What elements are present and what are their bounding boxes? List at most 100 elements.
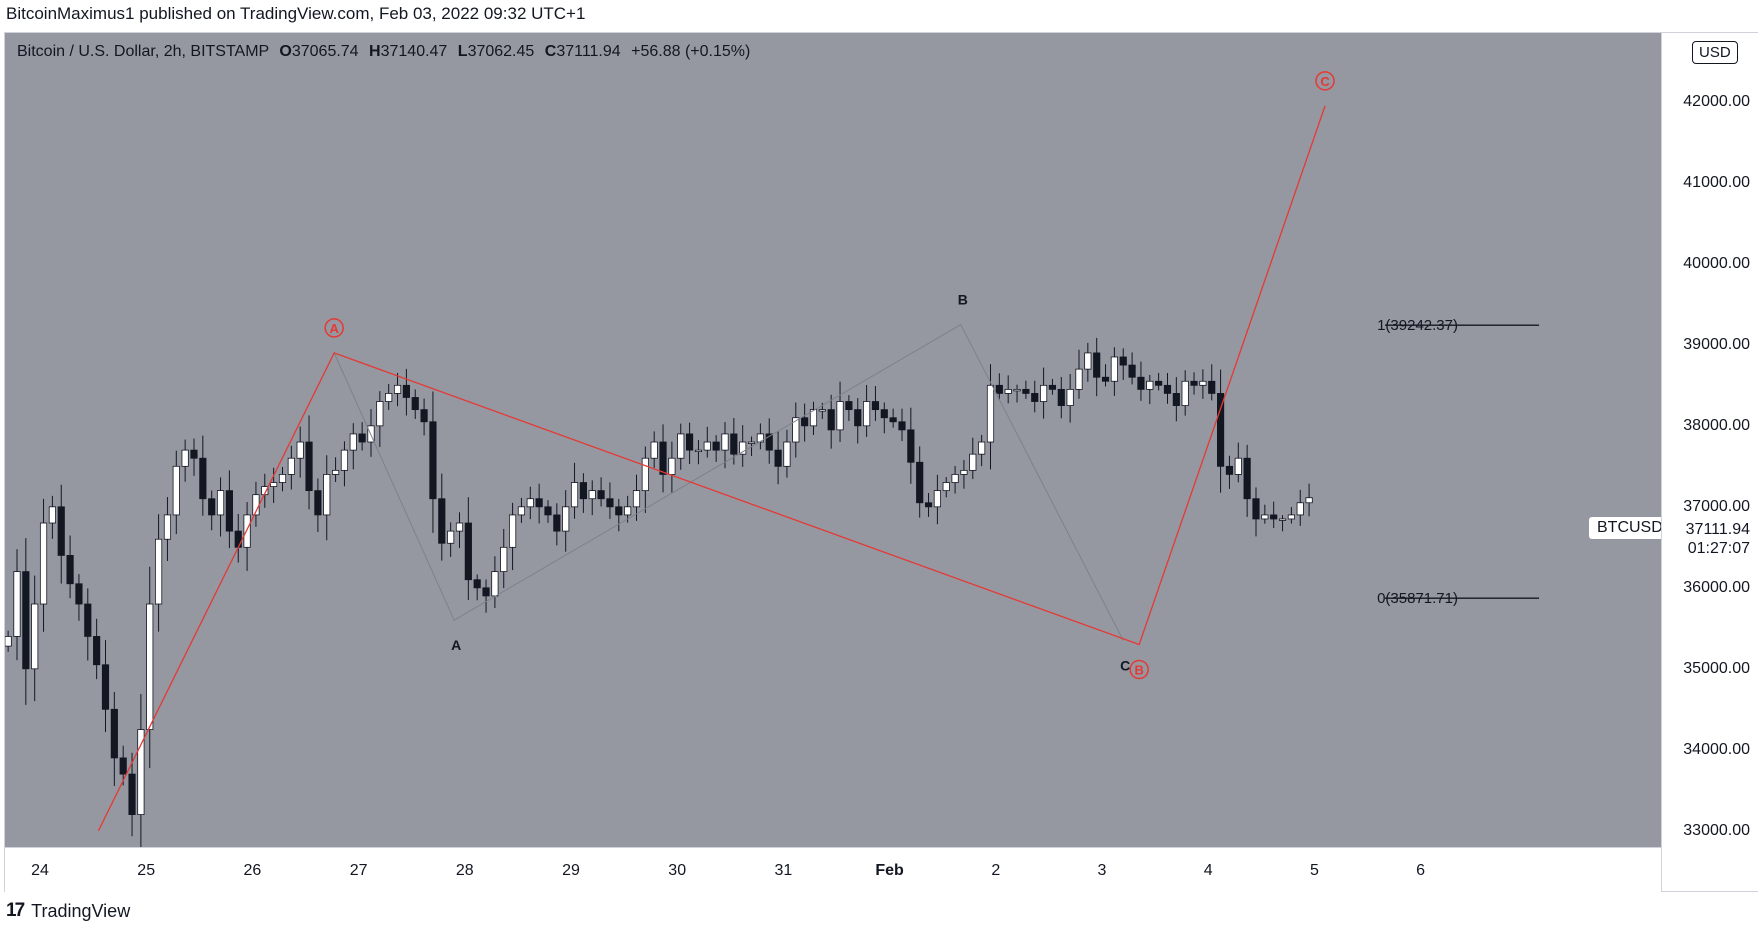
bullish-candle [48,506,56,524]
bearish-candle [1128,364,1136,378]
bearish-candle [1031,393,1039,402]
sub-wave-line [333,323,1124,641]
high-key: H [369,43,381,60]
symbol-name: Bitcoin / U.S. Dollar, 2h, BITSTAMP [17,43,269,60]
bullish-candle [1296,502,1304,516]
x-tick-label: 31 [774,862,793,879]
main-wave-marker [1129,659,1149,680]
bullish-candle [340,449,349,471]
bearish-candle [482,587,490,597]
y-tick-label: 41000.00 [1683,173,1750,191]
y-tick-label: 42000.00 [1683,92,1750,110]
bullish-candle [349,433,357,451]
bullish-candle [1278,518,1287,521]
bullish-candle [287,457,295,475]
bearish-candle [1252,498,1260,520]
bullish-candle [278,474,287,483]
bullish-candle [332,469,340,475]
bearish-candle [464,522,472,581]
bearish-candle [402,384,410,398]
bearish-candle [66,555,74,585]
bullish-candle [562,506,570,532]
bearish-candle [1225,465,1234,475]
footer-brand[interactable]: 17 TradingView [6,900,130,922]
bearish-candle [22,571,30,670]
bearish-candle [1217,393,1225,467]
x-tick-label: 27 [349,862,368,879]
x-tick-label: 5 [1309,862,1319,879]
bullish-candle [1075,368,1083,390]
bearish-candle [774,449,782,467]
brand-name: TradingView [31,900,131,921]
bearish-candle [314,490,322,516]
bullish-candle [1013,388,1021,392]
y-tick-label: 37000.00 [1683,497,1750,515]
price-axis[interactable]: USD 37111.94 01:27:07 33000.00 34000.00 35… [1661,33,1758,891]
bullish-candle [809,409,818,427]
close-key: C [544,43,557,60]
bearish-candle [686,433,694,451]
bullish-candle [978,441,986,455]
bearish-candle [75,583,83,605]
bullish-candle [942,482,950,492]
bearish-candle [898,421,906,431]
bearish-candle [553,514,561,532]
chart-pane[interactable]: A B C A B C 1(39242.37) 0(35871.71) Bitcoin / U… [5,33,1671,847]
bullish-candle [39,522,48,605]
bullish-candle [951,474,959,483]
bullish-candle [5,636,12,647]
y-tick-label: 35000.00 [1683,659,1750,677]
bullish-candle [570,482,579,508]
bullish-candle [1261,514,1269,520]
bullish-candle [243,514,251,548]
bearish-candle [854,409,862,427]
currency-button[interactable]: USD [1692,41,1738,64]
bullish-candle [792,417,800,443]
bullish-candle [969,453,977,471]
bullish-candle [270,482,278,487]
bearish-candle [1048,384,1057,390]
bearish-candle [420,409,428,423]
bullish-candle [393,384,402,394]
bearish-candle [845,401,853,411]
bearish-candle [1172,393,1180,406]
bearish-candle [659,441,667,475]
bullish-candle [1110,356,1118,382]
bearish-candle [712,441,720,451]
bullish-candle [836,401,844,431]
bar-countdown: 01:27:07 [1687,540,1750,557]
x-tick-label: 4 [1203,862,1213,879]
ticker-tag: BTCUSD [1589,517,1671,539]
y-tick-label: 36000.00 [1683,578,1750,596]
bullish-candle [1305,497,1313,504]
publisher-line: BitcoinMaximus1 published on TradingView… [6,4,586,23]
bullish-candle [1004,388,1012,394]
fib-level-label: 1(39242.37) [1377,317,1458,334]
bullish-candle [1181,380,1189,406]
tradingview-logo-icon: 17 [6,900,25,921]
sub-wave-label: A [451,637,461,653]
time-axis[interactable]: 24 25 26 27 28 29 30 31 Feb 2 3 4 5 6 [5,847,1661,892]
bearish-candle [597,490,605,500]
bullish-candle [721,433,729,451]
bearish-candle [101,664,110,710]
bullish-candle [216,490,225,516]
bullish-candle [632,490,641,508]
bullish-candle [703,441,711,451]
bearish-candle [429,421,437,500]
bearish-candle [1057,388,1065,406]
bearish-candle [234,530,242,548]
bullish-candle [155,538,163,605]
x-tick-label: 28 [455,862,474,879]
y-tick-label: 33000.00 [1683,821,1750,839]
chart-frame: A B C A B C 1(39242.37) 0(35871.71) Bitcoin / U… [4,32,1758,892]
bearish-candle [128,773,136,816]
x-tick-label: 6 [1416,862,1426,879]
bullish-candle [747,441,756,444]
y-tick-label: 40000.00 [1683,254,1750,272]
low-value: 37062.45 [467,43,535,60]
bullish-candle [677,433,685,459]
bullish-candle [163,514,172,540]
bullish-candle [1146,380,1154,390]
bullish-candle [146,603,154,730]
